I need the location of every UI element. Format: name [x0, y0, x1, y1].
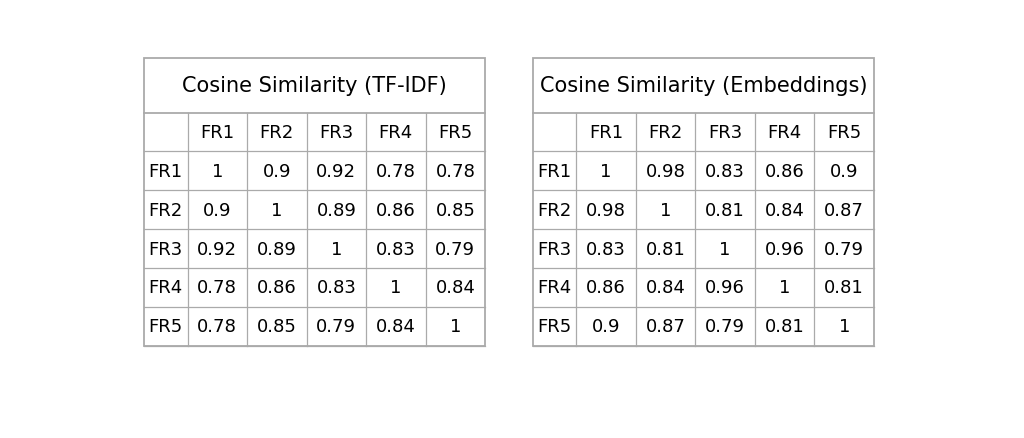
Text: 1: 1 — [600, 162, 611, 180]
Text: 0.86: 0.86 — [587, 279, 626, 297]
Text: FR2: FR2 — [648, 124, 683, 141]
Text: 0.83: 0.83 — [586, 240, 626, 258]
Text: 0.98: 0.98 — [586, 201, 626, 219]
Text: 0.81: 0.81 — [646, 240, 685, 258]
Text: Cosine Similarity (TF-IDF): Cosine Similarity (TF-IDF) — [182, 76, 446, 96]
Text: Cosine Similarity (Embeddings): Cosine Similarity (Embeddings) — [540, 76, 867, 96]
Text: 0.9: 0.9 — [592, 318, 621, 336]
Text: FR5: FR5 — [438, 124, 472, 141]
Text: 0.78: 0.78 — [376, 162, 416, 180]
Text: 1: 1 — [720, 240, 731, 258]
Text: 0.83: 0.83 — [316, 279, 356, 297]
Text: 0.78: 0.78 — [198, 318, 238, 336]
Text: 0.79: 0.79 — [316, 318, 356, 336]
Text: FR1: FR1 — [148, 162, 182, 180]
Text: 0.92: 0.92 — [316, 162, 356, 180]
Text: 0.96: 0.96 — [706, 279, 745, 297]
Text: 0.81: 0.81 — [824, 279, 864, 297]
Text: 0.79: 0.79 — [824, 240, 864, 258]
Text: 0.84: 0.84 — [765, 201, 805, 219]
Text: 0.86: 0.86 — [257, 279, 297, 297]
Text: FR4: FR4 — [148, 279, 183, 297]
Text: 0.96: 0.96 — [765, 240, 805, 258]
Text: FR1: FR1 — [201, 124, 234, 141]
Text: 0.9: 0.9 — [203, 201, 231, 219]
Text: FR4: FR4 — [538, 279, 571, 297]
Text: 0.84: 0.84 — [646, 279, 686, 297]
Text: FR3: FR3 — [708, 124, 742, 141]
Text: 0.89: 0.89 — [257, 240, 297, 258]
Text: 0.78: 0.78 — [435, 162, 475, 180]
Text: 0.84: 0.84 — [435, 279, 475, 297]
Text: FR5: FR5 — [538, 318, 571, 336]
Text: 1: 1 — [839, 318, 850, 336]
Text: 0.92: 0.92 — [198, 240, 238, 258]
Text: FR3: FR3 — [319, 124, 353, 141]
Text: FR3: FR3 — [538, 240, 571, 258]
Text: 0.83: 0.83 — [706, 162, 745, 180]
Text: 1: 1 — [779, 279, 791, 297]
Text: 0.83: 0.83 — [376, 240, 416, 258]
Text: 0.89: 0.89 — [316, 201, 356, 219]
Text: 0.78: 0.78 — [198, 279, 238, 297]
Text: 0.85: 0.85 — [435, 201, 475, 219]
Text: FR1: FR1 — [589, 124, 624, 141]
Text: 1: 1 — [390, 279, 401, 297]
Text: FR2: FR2 — [538, 201, 571, 219]
Text: 0.87: 0.87 — [824, 201, 864, 219]
Text: 1: 1 — [331, 240, 342, 258]
Text: FR1: FR1 — [538, 162, 571, 180]
Text: FR5: FR5 — [827, 124, 861, 141]
Text: 0.98: 0.98 — [646, 162, 686, 180]
Bar — [143, 59, 485, 346]
Text: 1: 1 — [450, 318, 461, 336]
Text: FR4: FR4 — [379, 124, 413, 141]
Text: 0.9: 0.9 — [262, 162, 291, 180]
Text: 0.85: 0.85 — [257, 318, 297, 336]
Text: 0.84: 0.84 — [376, 318, 416, 336]
Text: FR2: FR2 — [148, 201, 183, 219]
Text: 1: 1 — [212, 162, 223, 180]
Text: 1: 1 — [271, 201, 283, 219]
Text: 0.87: 0.87 — [646, 318, 686, 336]
Text: FR2: FR2 — [260, 124, 294, 141]
Text: 0.79: 0.79 — [706, 318, 745, 336]
Text: 0.86: 0.86 — [376, 201, 416, 219]
Text: 0.86: 0.86 — [765, 162, 805, 180]
Bar — [532, 59, 874, 346]
Text: FR3: FR3 — [148, 240, 183, 258]
Text: 0.9: 0.9 — [830, 162, 858, 180]
Text: FR4: FR4 — [768, 124, 802, 141]
Text: 0.81: 0.81 — [765, 318, 805, 336]
Text: 0.81: 0.81 — [706, 201, 745, 219]
Text: 1: 1 — [660, 201, 672, 219]
Text: 0.79: 0.79 — [435, 240, 475, 258]
Text: FR5: FR5 — [148, 318, 183, 336]
